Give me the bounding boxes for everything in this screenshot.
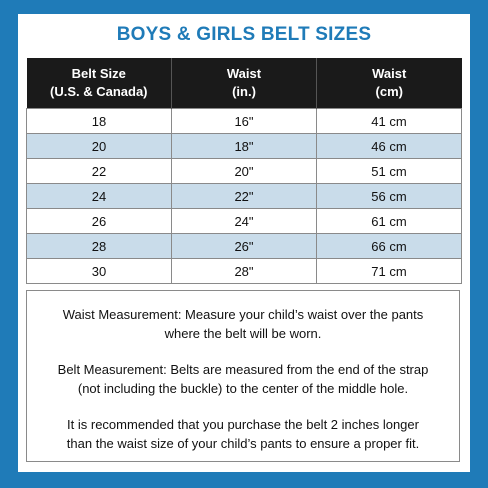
waist-cm-cell: 51 cm <box>316 158 462 184</box>
header-sublabel: (cm) <box>375 84 403 99</box>
belt-size-cell: 18 <box>26 108 172 134</box>
waist-in-cell: 16" <box>171 108 317 134</box>
header-sublabel: (in.) <box>232 84 256 99</box>
waist-in-cell: 20" <box>171 158 317 184</box>
waist-in-cell: 28" <box>171 258 317 284</box>
header-sublabel: (U.S. & Canada) <box>49 84 148 99</box>
table-row: 22 20" 51 cm <box>26 158 462 184</box>
page-title: BOYS & GIRLS BELT SIZES <box>116 24 372 45</box>
note-line: where the belt will be worn. <box>164 326 322 341</box>
belt-size-cell: 30 <box>26 258 172 284</box>
table-row: 24 22" 56 cm <box>26 183 462 209</box>
waist-cm-cell: 41 cm <box>316 108 462 134</box>
table-row: 20 18" 46 cm <box>26 133 462 159</box>
size-chart-card: BOYS & GIRLS BELT SIZES Belt Size (U.S. … <box>18 14 470 472</box>
note-line: than the waist size of your child’s pant… <box>66 436 420 451</box>
waist-in-cell: 24" <box>171 208 317 234</box>
waist-in-cell: 26" <box>171 233 317 259</box>
belt-size-table: Belt Size (U.S. & Canada) Waist (in.) Wa… <box>26 58 462 284</box>
header-label: Waist <box>372 66 407 81</box>
table-row: 18 16" 41 cm <box>26 108 462 134</box>
belt-size-cell: 26 <box>26 208 172 234</box>
belt-size-cell: 24 <box>26 183 172 209</box>
waist-in-cell: 22" <box>171 183 317 209</box>
note-line: Waist Measurement: Measure your child’s … <box>62 307 424 322</box>
belt-size-cell: 22 <box>26 158 172 184</box>
header-label: Belt Size <box>71 66 126 81</box>
header-waist-cm: Waist (cm) <box>316 58 462 109</box>
table-row: 28 26" 66 cm <box>26 233 462 259</box>
waist-in-cell: 18" <box>171 133 317 159</box>
header-label: Waist <box>226 66 262 81</box>
waist-cm-cell: 46 cm <box>316 133 462 159</box>
table-header-row: Belt Size (U.S. & Canada) Waist (in.) Wa… <box>26 58 462 109</box>
waist-cm-cell: 66 cm <box>316 233 462 259</box>
header-belt-size: Belt Size (U.S. & Canada) <box>26 58 172 109</box>
waist-cm-cell: 61 cm <box>316 208 462 234</box>
belt-size-cell: 28 <box>26 233 172 259</box>
waist-measurement-note: Waist Measurement: Measure your child’s … <box>27 305 459 343</box>
table-row: 30 28" 71 cm <box>26 258 462 284</box>
table-row: 26 24" 61 cm <box>26 208 462 234</box>
note-line: Belt Measurement: Belts are measured fro… <box>57 362 429 377</box>
waist-cm-cell: 56 cm <box>316 183 462 209</box>
waist-cm-cell: 71 cm <box>316 258 462 284</box>
belt-size-cell: 20 <box>26 133 172 159</box>
belt-measurement-note: Belt Measurement: Belts are measured fro… <box>27 360 459 398</box>
measurement-notes: Waist Measurement: Measure your child’s … <box>26 290 460 462</box>
note-line: It is recommended that you purchase the … <box>67 417 419 432</box>
note-line: (not including the buckle) to the center… <box>77 381 409 396</box>
header-waist-in: Waist (in.) <box>171 58 317 109</box>
fit-recommendation-note: It is recommended that you purchase the … <box>27 415 459 453</box>
